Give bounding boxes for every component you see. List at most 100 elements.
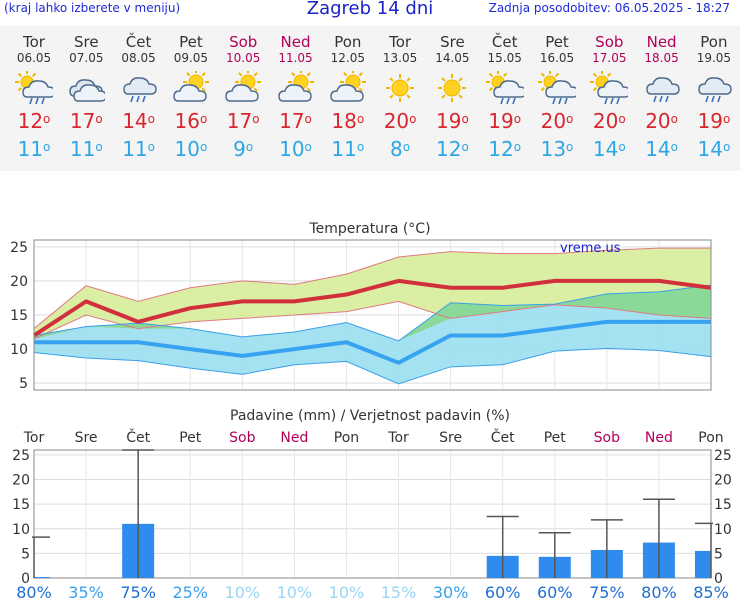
max-temp: 12o	[17, 109, 51, 133]
min-temp-value: 11	[17, 137, 44, 161]
day-date: 10.05	[226, 51, 261, 65]
max-temp: 20o	[540, 109, 574, 133]
y-tick-label: 5	[19, 376, 28, 392]
min-temp-range-band	[34, 285, 711, 384]
partly-cloudy-icon	[225, 71, 262, 102]
day-date: 16.05	[539, 51, 575, 65]
min-temp-value: 14	[592, 137, 619, 161]
precip-probability: 60%	[537, 583, 573, 600]
precip-probability: 35%	[68, 583, 104, 600]
min-temp: 11o	[17, 137, 51, 161]
max-temp-value: 19	[435, 109, 462, 133]
day-name: Čet	[125, 33, 152, 51]
chart-title: Padavine (mm) / Verjetnost padavin (%)	[230, 408, 510, 424]
day-date: 12.05	[330, 51, 365, 65]
y-tick-label: 10	[12, 522, 30, 538]
sun-icon	[386, 74, 415, 102]
precip-probability: 80%	[16, 583, 52, 600]
day-date: 15.05	[487, 51, 522, 65]
sun-cloud-rain-icon	[485, 71, 524, 105]
max-temp: 19o	[697, 109, 731, 133]
min-temp-value: 11	[331, 137, 357, 161]
day-forecast: Sre 14.05 19o 12o	[426, 26, 478, 162]
max-temp: 19o	[488, 109, 522, 133]
precip-probability: 75%	[120, 583, 156, 600]
x-tick-label: Sre	[75, 430, 98, 446]
y-tick-label: 25	[10, 240, 28, 256]
sun-icon	[438, 74, 467, 102]
location-menu-hint[interactable]: (kraj lahko izberete v meniju)	[4, 1, 181, 15]
day-date: 19.05	[696, 51, 732, 65]
min-temp: 12o	[488, 137, 522, 161]
day-forecast: Pet 09.05 16o 10o	[165, 26, 217, 161]
day-name: Ned	[280, 33, 311, 51]
x-tick-label: Pet	[544, 430, 567, 446]
min-temp: 9o	[233, 137, 254, 161]
precip-bar	[695, 550, 711, 578]
x-tick-label: Ned	[645, 430, 673, 446]
y-tick-label: 0	[21, 571, 30, 587]
max-temp: 20o	[383, 109, 417, 133]
x-tick-label: Pon	[698, 430, 723, 446]
min-range-high-line	[33, 284, 712, 342]
max-temp-value: 17	[69, 109, 96, 133]
y-tick-label-right: 0	[714, 571, 723, 587]
cloud-rain-icon	[122, 77, 157, 103]
max-temp: 17o	[226, 109, 260, 133]
max-temp-value: 20	[592, 109, 619, 133]
day-date: 18.05	[644, 51, 679, 65]
max-temp-value: 17	[226, 109, 253, 133]
day-forecast: Čet 15.05 19o 12o	[479, 26, 531, 161]
x-tick-label: Ned	[280, 430, 308, 446]
sun-cloud-rain-icon	[538, 71, 576, 105]
y-tick-label: 20	[12, 473, 30, 489]
day-name: Pet	[179, 33, 203, 51]
day-date: 11.05	[278, 51, 313, 65]
y-tick-label: 5	[21, 546, 30, 562]
min-temp-value: 8	[390, 137, 403, 161]
chart-title: Temperatura (°C)	[308, 221, 430, 237]
min-temp-value: 14	[645, 137, 671, 161]
day-name: Pon	[700, 33, 728, 51]
min-temp-value: 12	[488, 137, 514, 161]
min-temp-value: 11	[122, 137, 148, 161]
x-tick-label: Sob	[229, 430, 255, 446]
precip-probability: 25%	[172, 583, 208, 600]
max-temp-value: 18	[331, 109, 357, 133]
day-name: Sre	[74, 33, 99, 51]
y-tick-label-right: 15	[714, 497, 732, 513]
min-temp: 11o	[69, 137, 103, 161]
y-tick-label-right: 5	[714, 546, 723, 562]
max-temp-value: 19	[488, 109, 514, 133]
watermark: vreme.us	[560, 241, 621, 256]
min-temp-value: 12	[435, 137, 462, 161]
day-forecast: Ned 18.05 20o 14o	[636, 26, 688, 161]
min-temp-value: 11	[69, 137, 96, 161]
daily-forecast-strip: Tor 06.05 12o 11o Sre 07.05 17o 11o Čet 08.05 14o 1…	[0, 26, 740, 171]
min-temp: 8o	[390, 137, 411, 161]
max-range-low-line	[33, 300, 712, 340]
min-temp: 10o	[174, 137, 208, 161]
y-tick-label: 25	[12, 448, 30, 464]
cloud-icon	[69, 79, 106, 102]
day-forecast: Tor 06.05 12o 11o	[8, 26, 60, 161]
max-temp-value: 20	[540, 109, 567, 133]
precip-probability: 10%	[329, 583, 365, 600]
precip-probability: 85%	[693, 583, 729, 600]
max-temp-line	[32, 278, 712, 338]
precip-probability: 60%	[485, 583, 521, 600]
day-date: 06.05	[16, 51, 52, 65]
x-tick-label: Sre	[439, 430, 462, 446]
day-forecast: Pon 12.05 18o 11o	[322, 26, 374, 161]
day-name: Pet	[545, 33, 569, 51]
y-tick-label-right: 20	[714, 473, 732, 489]
day-date: 14.05	[435, 51, 470, 65]
y-tick-label: 15	[12, 497, 30, 513]
y-tick-label: 15	[10, 308, 28, 324]
y-tick-label-right: 25	[714, 448, 732, 464]
day-forecast: Sob 17.05 20o 14o	[583, 26, 635, 161]
max-temp-value: 12	[17, 109, 44, 133]
day-date: 13.05	[382, 51, 418, 65]
day-date: 09.05	[173, 51, 209, 65]
min-temp: 13o	[540, 137, 574, 161]
